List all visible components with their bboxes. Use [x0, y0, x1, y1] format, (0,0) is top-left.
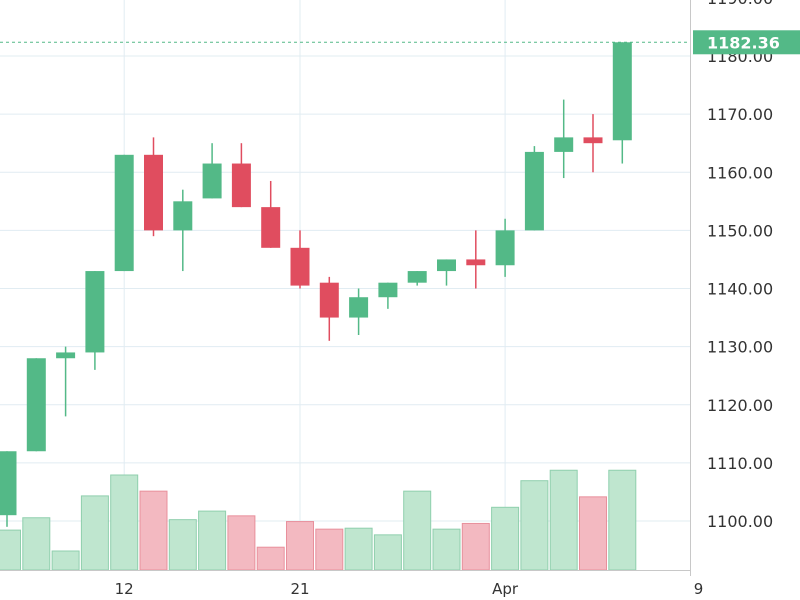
last-price-marker: 1182.36	[0, 30, 800, 55]
candle-body	[56, 352, 76, 359]
candle-body	[261, 207, 281, 248]
candle-body	[378, 282, 398, 298]
price-tick-label: 1190.00	[707, 0, 773, 8]
candle[interactable]	[144, 137, 163, 237]
candle-body	[290, 247, 310, 286]
candle-body	[554, 137, 574, 152]
volume-bar	[51, 550, 80, 571]
candle-body	[202, 163, 222, 199]
candle[interactable]	[466, 230, 486, 289]
volume-bar	[80, 495, 109, 571]
candle[interactable]	[26, 358, 46, 452]
price-tick-label: 1110.00	[707, 454, 773, 473]
candle-body	[85, 271, 105, 353]
candle[interactable]	[495, 218, 515, 277]
time-tick-label: 9	[694, 580, 704, 598]
candle[interactable]	[319, 276, 339, 341]
candle[interactable]	[349, 288, 369, 336]
price-tick-label: 1150.00	[707, 221, 773, 240]
price-tick-label: 1140.00	[707, 280, 773, 299]
candles[interactable]	[0, 42, 632, 527]
price-tick-label: 1120.00	[707, 396, 773, 415]
candle[interactable]	[437, 259, 456, 286]
volume-bar	[520, 480, 549, 571]
volume-bar	[227, 515, 256, 571]
candle-body	[612, 42, 632, 141]
candle-body	[231, 163, 251, 208]
candle[interactable]	[378, 282, 398, 309]
candle-body	[495, 230, 515, 266]
candle-body	[0, 451, 17, 516]
candle-body	[407, 271, 427, 283]
volume-bar	[0, 529, 21, 571]
time-tick-label: Apr	[492, 580, 519, 598]
candle-body	[26, 358, 46, 452]
volume-bar	[286, 521, 314, 571]
volume-bar	[461, 522, 490, 571]
candle-body	[349, 297, 369, 318]
volume-bar	[373, 534, 402, 571]
last-price-tag	[693, 30, 800, 55]
candle-body	[466, 259, 486, 266]
candle-body	[144, 154, 163, 231]
volume-bar	[110, 474, 139, 571]
price-axis[interactable]: 1100.00 1110.00 1120.00 1130.00 1140.00 1150.…	[707, 0, 773, 531]
candle[interactable]	[0, 451, 17, 527]
volume-bar	[168, 519, 197, 571]
candle-body	[319, 282, 339, 318]
volume-bar	[608, 469, 637, 571]
candle[interactable]	[612, 42, 632, 164]
axes	[0, 0, 691, 576]
last-price-label: 1182.36	[707, 33, 780, 52]
candle-body	[524, 151, 544, 231]
time-tick-label: 21	[290, 580, 309, 598]
candle[interactable]	[56, 346, 76, 417]
volume-bar	[549, 469, 578, 571]
volume-bar	[22, 517, 51, 571]
candle[interactable]	[583, 114, 603, 173]
candle-body	[173, 201, 193, 231]
volume-bar	[256, 546, 285, 571]
candle[interactable]	[407, 271, 427, 286]
price-tick-label: 1160.00	[707, 163, 773, 182]
price-tick-label: 1170.00	[707, 105, 773, 124]
candle[interactable]	[524, 146, 544, 231]
volume-bars	[0, 469, 637, 571]
candle[interactable]	[290, 230, 310, 289]
volume-bar	[491, 506, 520, 571]
candle[interactable]	[202, 143, 222, 199]
candle-body	[583, 137, 603, 144]
candle[interactable]	[554, 99, 574, 179]
volume-bar	[344, 527, 373, 571]
price-tick-label: 1130.00	[707, 338, 773, 357]
volume-bar	[403, 490, 432, 571]
volume-bar	[198, 510, 227, 571]
time-tick-label: 12	[115, 580, 134, 598]
candle[interactable]	[114, 154, 134, 272]
price-tick-label: 1100.00	[707, 512, 773, 531]
candle[interactable]	[173, 189, 193, 272]
candle[interactable]	[261, 180, 281, 248]
volume-bar	[139, 490, 168, 571]
volume-bar	[579, 496, 607, 571]
time-axis[interactable]: 12 21 Apr 9	[115, 580, 704, 598]
candle[interactable]	[231, 143, 251, 208]
volume-bar	[432, 528, 461, 571]
candle[interactable]	[85, 271, 105, 370]
volume-bar	[315, 528, 344, 571]
candle-body	[437, 259, 456, 272]
candle-body	[114, 154, 134, 272]
